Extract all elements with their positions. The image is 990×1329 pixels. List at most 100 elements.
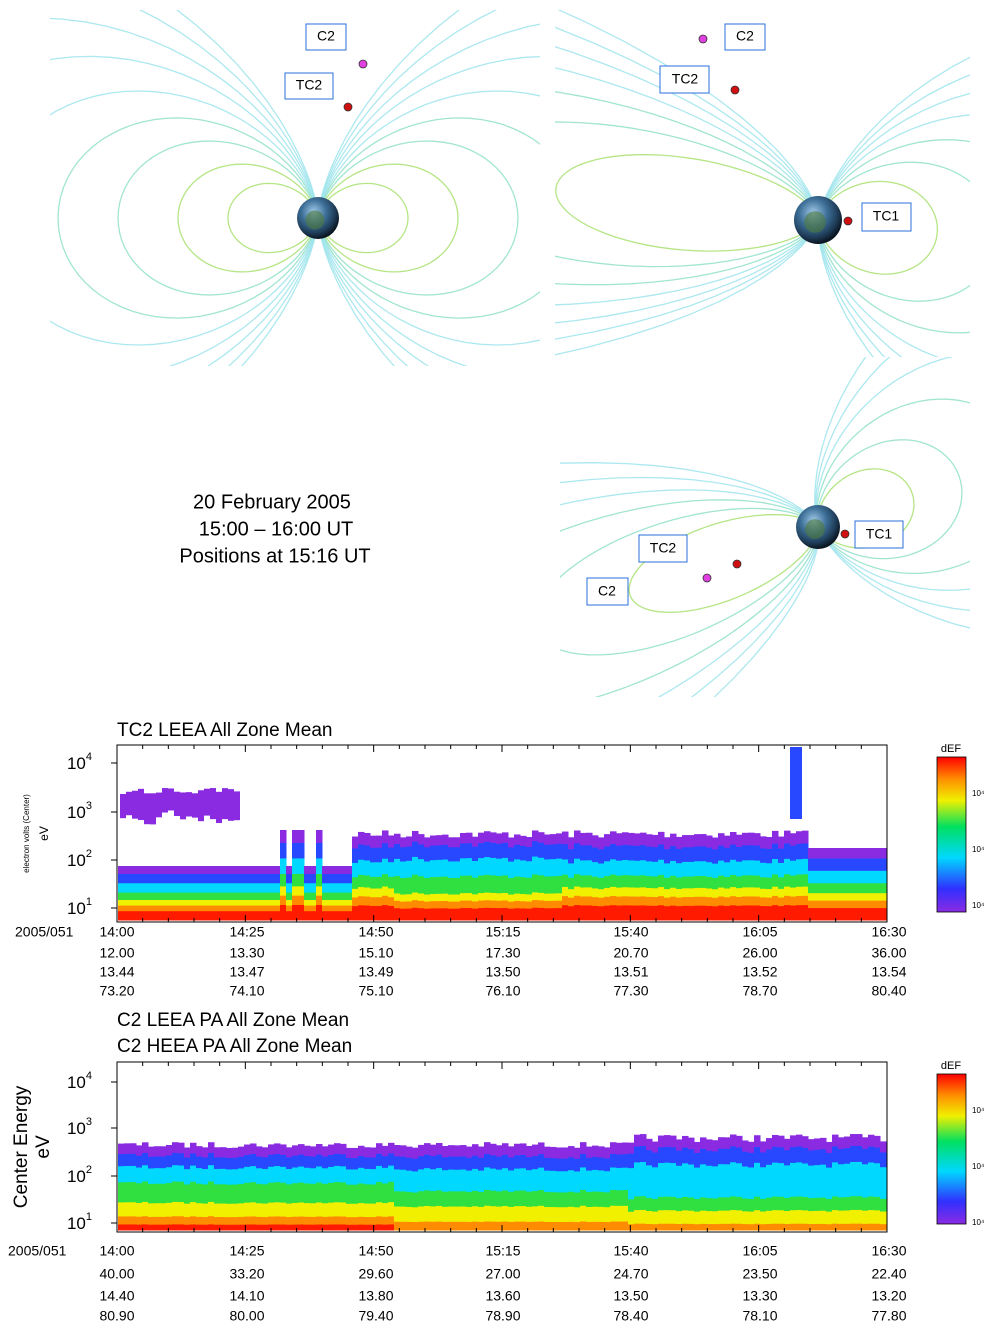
spectrogram-band xyxy=(244,910,251,921)
spectrogram-band xyxy=(448,1206,455,1222)
spectrogram-band xyxy=(856,870,863,884)
spectrogram-band xyxy=(820,900,827,909)
spectrogram-band xyxy=(664,1135,671,1147)
spectrogram-band xyxy=(268,1182,275,1203)
spectrogram-band xyxy=(358,1183,365,1204)
spectrogram-band xyxy=(208,1142,215,1153)
spectrogram-band xyxy=(640,844,647,861)
spectrogram-band xyxy=(436,1221,443,1231)
spectrogram-band xyxy=(358,859,365,875)
spectrogram-band xyxy=(556,907,563,921)
spectrogram-band xyxy=(436,907,443,921)
spectrogram-band xyxy=(466,1146,473,1158)
spectrogram-band xyxy=(574,1147,581,1159)
spectrogram-band xyxy=(766,862,773,878)
spectrogram-band xyxy=(180,792,186,820)
spectrogram-band xyxy=(688,1148,695,1165)
spectrogram-band xyxy=(202,873,209,884)
spectrogram-band xyxy=(532,891,539,901)
spectrogram-band xyxy=(544,844,551,860)
spectrogram-band xyxy=(220,905,227,912)
spectrogram-band xyxy=(526,1206,533,1222)
spectrogram-band xyxy=(184,1168,191,1185)
spectrogram-band xyxy=(808,1197,815,1212)
spectrogram-band xyxy=(154,866,161,874)
spectrogram-band xyxy=(472,846,479,861)
time-label: 16:05 xyxy=(742,924,777,940)
spectrogram-band xyxy=(844,1136,851,1149)
spectrogram-band xyxy=(226,1216,233,1225)
spectrogram-band xyxy=(748,859,755,876)
spectrogram-band xyxy=(634,833,641,846)
spectrogram-band xyxy=(124,873,131,884)
spectrogram-band xyxy=(424,1221,431,1231)
spectrogram-band xyxy=(232,866,239,874)
spectrogram-band xyxy=(814,857,821,871)
spectrogram-band xyxy=(190,866,197,874)
spectrogram-band xyxy=(352,1147,359,1159)
spectrogram-band xyxy=(832,1223,839,1231)
spectrogram-band xyxy=(712,1140,719,1152)
spectrogram-band xyxy=(412,907,419,921)
spectrogram-band xyxy=(586,859,593,876)
spectrogram-band xyxy=(358,874,365,888)
spectrogram-band xyxy=(658,1162,665,1197)
spectrogram-band xyxy=(652,896,659,906)
spectrogram-band xyxy=(322,1183,329,1204)
tick-exponent: 1 xyxy=(86,896,92,908)
spectrogram-band xyxy=(850,892,857,901)
spectrogram-band xyxy=(292,857,299,874)
spectrogram-band xyxy=(550,1157,557,1171)
spectrogram-band xyxy=(772,895,779,906)
field-line xyxy=(816,398,970,575)
spectrogram-band xyxy=(850,1134,857,1146)
spectrogram-band xyxy=(754,1223,761,1231)
spectrogram-band xyxy=(376,1143,383,1154)
spectrogram-band xyxy=(868,857,875,871)
spectrogram-band xyxy=(574,830,581,844)
spectrogram-band xyxy=(352,1203,359,1218)
spectrogram-band xyxy=(292,1167,299,1184)
spectrogram-band xyxy=(148,892,155,901)
orbit-value: 79.40 xyxy=(358,1308,393,1324)
spectrogram-band xyxy=(352,848,359,863)
spectrogram-band xyxy=(370,847,377,863)
spectrogram-band xyxy=(652,1166,659,1199)
spectrogram-band xyxy=(304,905,311,912)
spectrogram-band xyxy=(196,866,203,874)
spectrogram-band xyxy=(550,1146,557,1159)
field-line xyxy=(57,117,319,319)
spectrogram-band xyxy=(784,842,791,859)
spectrogram-band xyxy=(550,1170,557,1193)
spectrogram-band xyxy=(724,1137,731,1149)
spectrogram-band xyxy=(808,882,815,894)
spectrogram-band xyxy=(526,1156,533,1171)
spectrogram-band xyxy=(274,866,281,874)
orbit-value: 17.30 xyxy=(485,945,520,961)
spectrogram-band xyxy=(502,1154,509,1169)
spectrogram-band xyxy=(388,1215,395,1225)
spectrogram-band xyxy=(172,866,179,874)
spectrogram-band xyxy=(646,905,653,921)
spectrogram-band xyxy=(250,905,257,912)
spectrogram-band xyxy=(418,1144,425,1157)
spectrogram-band xyxy=(616,1153,623,1168)
spectrogram-band xyxy=(202,1183,209,1204)
spectrogram-band xyxy=(466,832,473,844)
spectrogram-band xyxy=(610,843,617,860)
spectrogram-band xyxy=(772,1209,779,1224)
spectrogram-band xyxy=(586,844,593,861)
spectrogram-band xyxy=(334,1201,341,1217)
spectrogram-band xyxy=(874,1162,881,1197)
field-line xyxy=(317,23,540,366)
spectrogram-band xyxy=(448,894,455,902)
spectrogram-band xyxy=(628,1198,635,1212)
spectrogram-band xyxy=(466,875,473,894)
spectrogram-band xyxy=(274,892,281,901)
spectrogram-band xyxy=(598,897,605,907)
spectrogram-band xyxy=(832,892,839,901)
spectrogram-band xyxy=(322,910,329,921)
spectrogram-band xyxy=(256,1167,263,1184)
spectrogram-band xyxy=(268,1154,275,1167)
spectrogram-band xyxy=(508,1206,515,1222)
